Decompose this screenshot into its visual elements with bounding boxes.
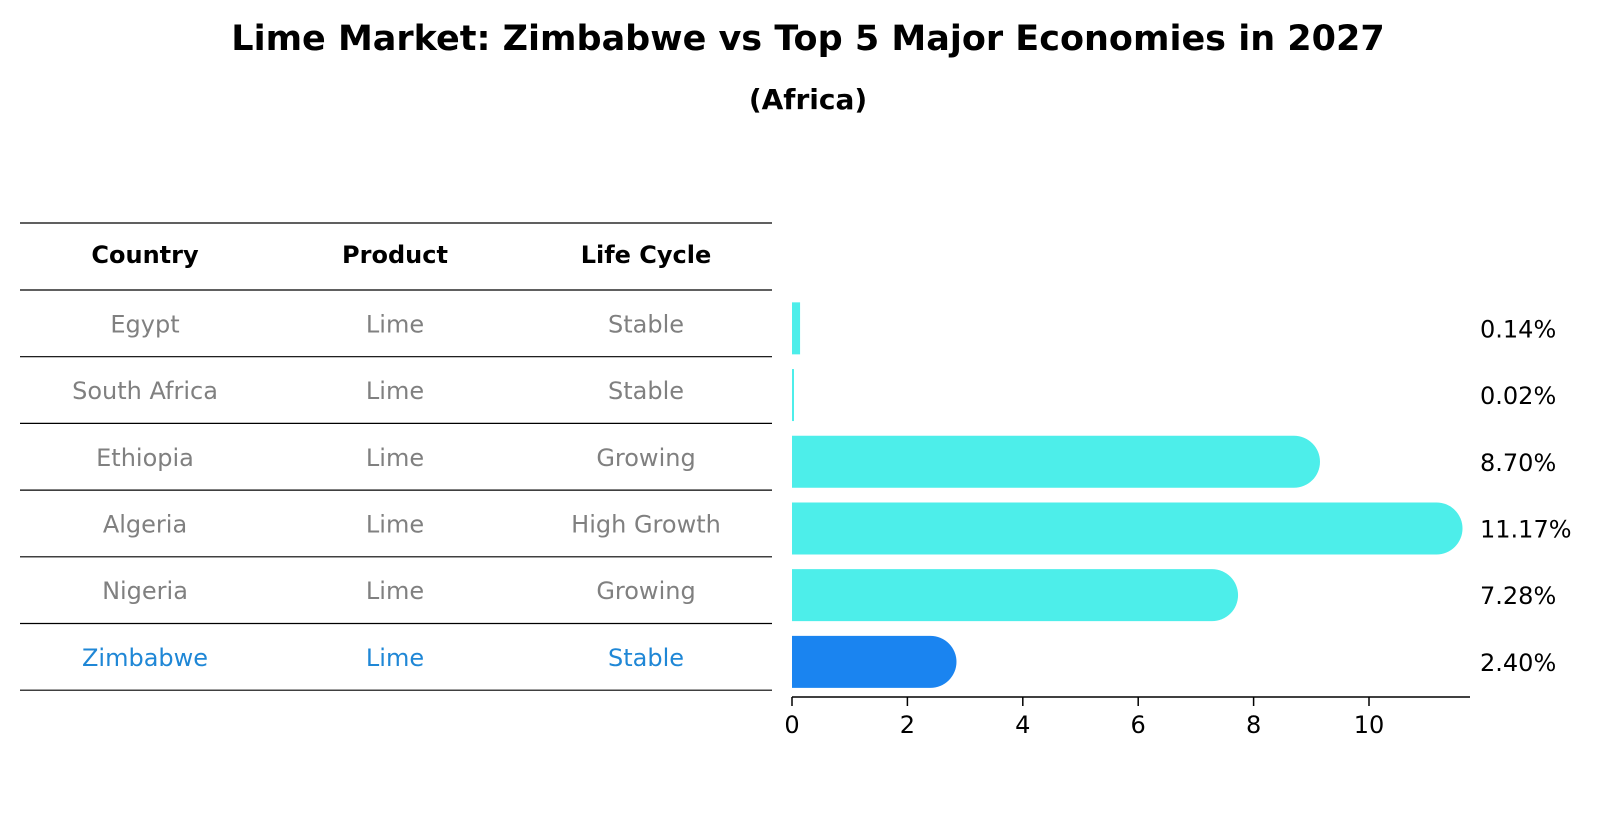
x-tick-label: 4	[1015, 711, 1030, 739]
table-cell-product: Lime	[366, 310, 424, 338]
table-cell-life-cycle: Stable	[608, 377, 684, 405]
table-cell-product: Lime	[366, 377, 424, 405]
value-labels: 0.14% 0.02% 8.70% 11.17% 7.28% 2.40%	[1480, 315, 1572, 676]
table-cell-country: Algeria	[103, 510, 187, 538]
table-cell-product: Lime	[366, 577, 424, 605]
table-cell-country: Ethiopia	[96, 444, 194, 472]
table-header-life-cycle: Life Cycle	[581, 241, 712, 269]
x-tick-label: 0	[784, 711, 799, 739]
table-cell-country: Egypt	[110, 310, 179, 338]
value-label: 7.28%	[1480, 582, 1556, 610]
table-cell-product: Lime	[366, 644, 424, 672]
bar-nigeria	[792, 569, 1239, 622]
value-label: 8.70%	[1480, 449, 1556, 477]
table-cell-life-cycle: Growing	[596, 577, 695, 605]
table-cell-country: Zimbabwe	[82, 644, 208, 672]
table-cell-life-cycle: Stable	[608, 310, 684, 338]
table-cell-life-cycle: Stable	[608, 644, 684, 672]
bar-ethiopia	[792, 435, 1320, 488]
table-cell-product: Lime	[366, 510, 424, 538]
x-tick-label: 6	[1131, 711, 1146, 739]
table-header-product: Product	[342, 241, 448, 269]
table-cell-country: South Africa	[72, 377, 218, 405]
table-cell-product: Lime	[366, 444, 424, 472]
bar-algeria	[792, 502, 1463, 555]
table-cell-country: Nigeria	[102, 577, 188, 605]
table-lines	[20, 222, 772, 691]
bars	[792, 302, 1463, 688]
bar-egypt	[792, 302, 801, 355]
table-header-country: Country	[91, 241, 199, 269]
bar-south-africa	[792, 369, 794, 422]
value-label: 2.40%	[1480, 649, 1556, 677]
x-axis: 0 2 4 6 8 10	[784, 696, 1470, 739]
value-label: 0.02%	[1480, 382, 1556, 410]
value-label: 0.14%	[1480, 315, 1556, 343]
table-cell-life-cycle: Growing	[596, 444, 695, 472]
x-tick-label: 2	[900, 711, 915, 739]
chart-subtitle: (Africa)	[749, 83, 867, 116]
value-label: 11.17%	[1480, 515, 1572, 543]
x-tick-label: 10	[1354, 711, 1385, 739]
chart-title: Lime Market: Zimbabwe vs Top 5 Major Eco…	[231, 19, 1384, 59]
bar-zimbabwe	[792, 635, 957, 688]
table-cell-life-cycle: High Growth	[571, 510, 721, 538]
x-tick-label: 8	[1246, 711, 1261, 739]
table-rows: Egypt Lime Stable South Africa Lime Stable Eth…	[72, 310, 721, 671]
